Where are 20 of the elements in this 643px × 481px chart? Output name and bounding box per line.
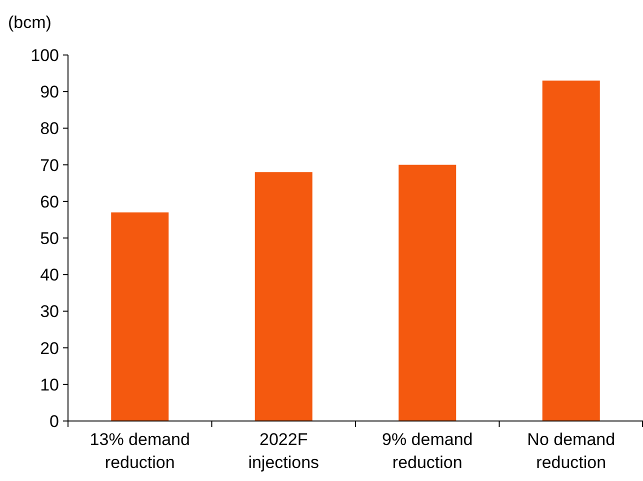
y-tick-label: 30 (40, 302, 59, 322)
y-tick-label: 70 (40, 156, 59, 175)
bar (254, 172, 312, 421)
y-tick-label: 40 (40, 266, 59, 285)
y-tick-label: 100 (30, 46, 59, 65)
bar (542, 80, 600, 421)
y-tick-label: 0 (50, 412, 59, 431)
y-tick-label: 50 (40, 228, 59, 248)
x-tick-label: No demand reduction (527, 430, 616, 472)
bar (398, 164, 456, 421)
bar (111, 212, 169, 421)
x-tick-label: 13% demand reduction (90, 430, 190, 472)
x-tick-label: 2022F injections (248, 430, 320, 472)
y-tick-label: 90 (40, 82, 59, 102)
y-tick-label: 20 (40, 338, 59, 358)
x-tick-label: 9% demand reduction (382, 430, 473, 472)
y-tick-label: 60 (40, 192, 59, 212)
y-axis-title: (bcm) (8, 13, 52, 32)
y-tick-label: 80 (40, 119, 59, 138)
y-tick-label: 10 (40, 375, 59, 394)
